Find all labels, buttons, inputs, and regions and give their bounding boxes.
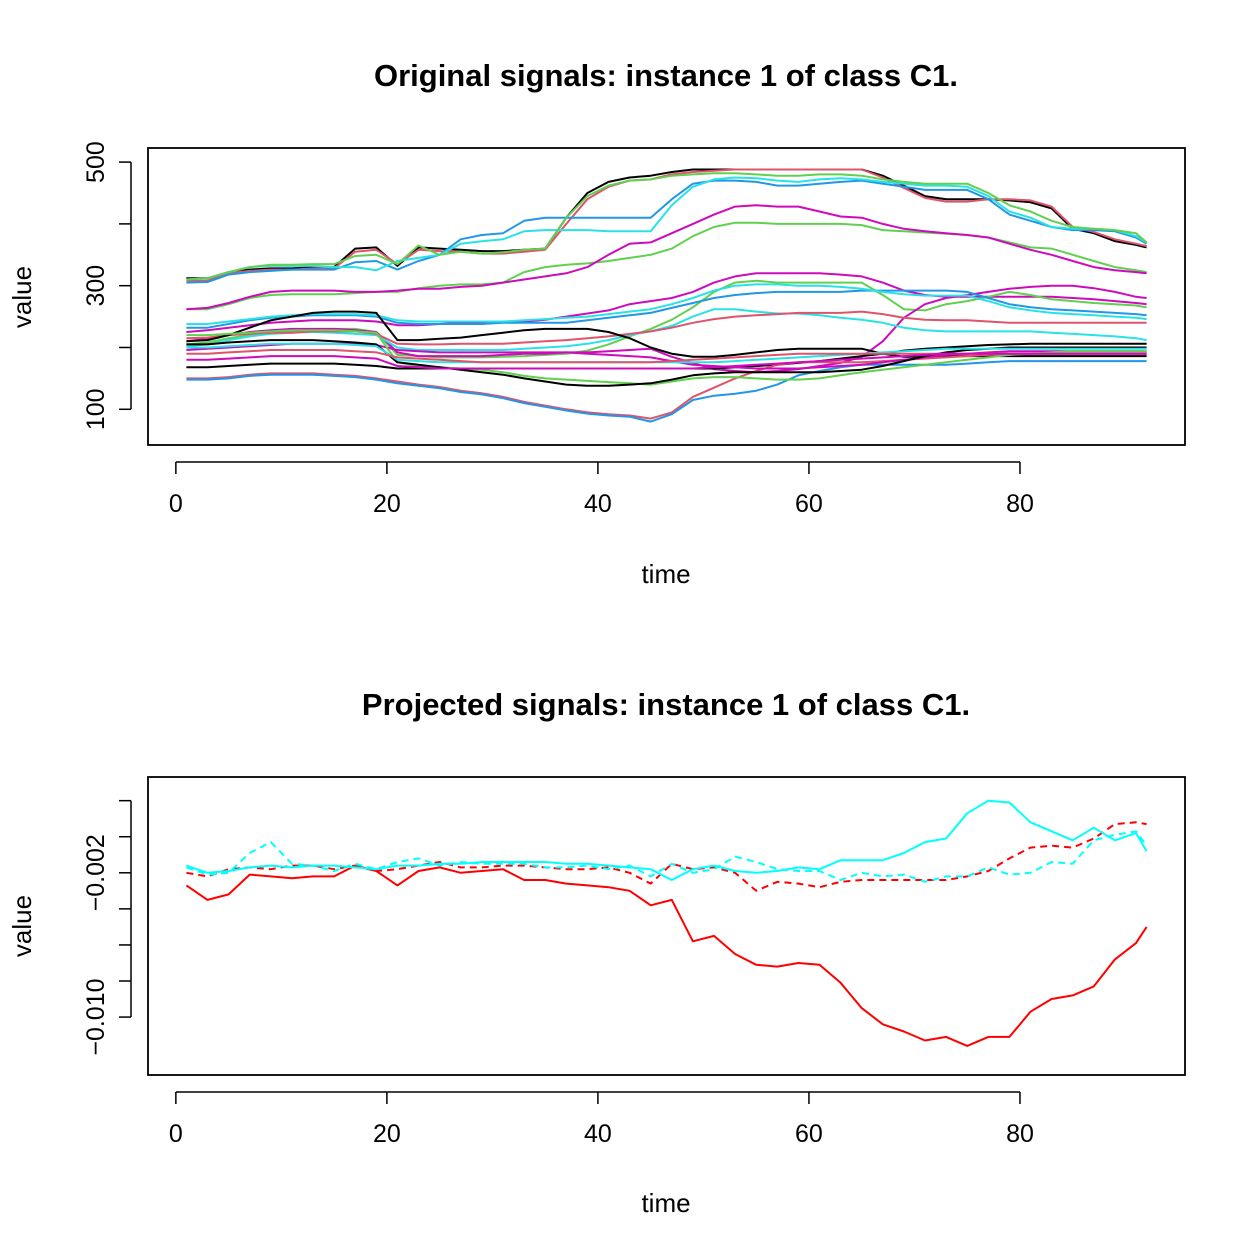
plot-frame <box>147 776 1186 1076</box>
series-line-9 <box>186 308 1147 351</box>
series-line-2 <box>186 168 1147 282</box>
x-tick-label: 0 <box>169 490 183 518</box>
x-tick-label: 20 <box>373 490 401 518</box>
x-tick-label: 60 <box>795 1120 823 1148</box>
x-axis: 0 20 40 60 80 <box>169 461 1034 518</box>
x-tick-label: 20 <box>373 1120 401 1148</box>
x-axis-label: time <box>641 559 690 589</box>
x-tick-label: 40 <box>584 1120 612 1148</box>
series-line-3 <box>186 179 1148 284</box>
series-line-22 <box>186 352 1147 370</box>
original-signals-panel: Original signals: instance 1 of class C1… <box>7 58 1186 589</box>
y-tick-label: 100 <box>82 388 110 430</box>
x-axis-label: time <box>641 1188 690 1218</box>
series-line-6 <box>186 272 1147 333</box>
series-line-12 <box>186 283 1147 325</box>
series-line-4 <box>186 176 1148 281</box>
x-tick-label: 60 <box>795 490 823 518</box>
x-tick-label: 40 <box>584 490 612 518</box>
plot-frame <box>147 147 1186 446</box>
series-line-20 <box>186 342 1147 364</box>
series-line-5 <box>186 172 1148 281</box>
y-tick-label: −0.010 <box>82 978 110 1055</box>
series-line-8 <box>186 284 1147 374</box>
chart-title: Projected signals: instance 1 of class C… <box>362 687 970 722</box>
series-line-16 <box>186 360 1147 423</box>
projected-signals-panel: Projected signals: instance 1 of class C… <box>7 687 1186 1218</box>
x-tick-label: 0 <box>169 1120 183 1148</box>
x-tick-label: 80 <box>1006 1120 1034 1148</box>
series-line-18 <box>186 329 1147 386</box>
y-tick-label: −0.002 <box>82 834 110 911</box>
series-layer <box>186 168 1148 423</box>
x-tick-label: 80 <box>1006 490 1034 518</box>
x-axis: 0 20 40 60 80 <box>169 1091 1034 1148</box>
chart-title: Original signals: instance 1 of class C1… <box>374 58 958 93</box>
y-axis: −0.002 −0.010 <box>82 799 132 1056</box>
y-tick-label: 300 <box>82 265 110 307</box>
y-axis-label: value <box>7 266 37 328</box>
y-axis-label: value <box>7 895 37 957</box>
y-axis: 100 300 500 <box>82 141 132 430</box>
series-line-4 <box>186 830 1148 883</box>
series-line-24 <box>186 204 1147 311</box>
y-tick-label: 500 <box>82 141 110 183</box>
series-layer <box>185 799 1148 1047</box>
series-line-1 <box>185 864 1148 1047</box>
series-line-11 <box>186 289 1147 329</box>
